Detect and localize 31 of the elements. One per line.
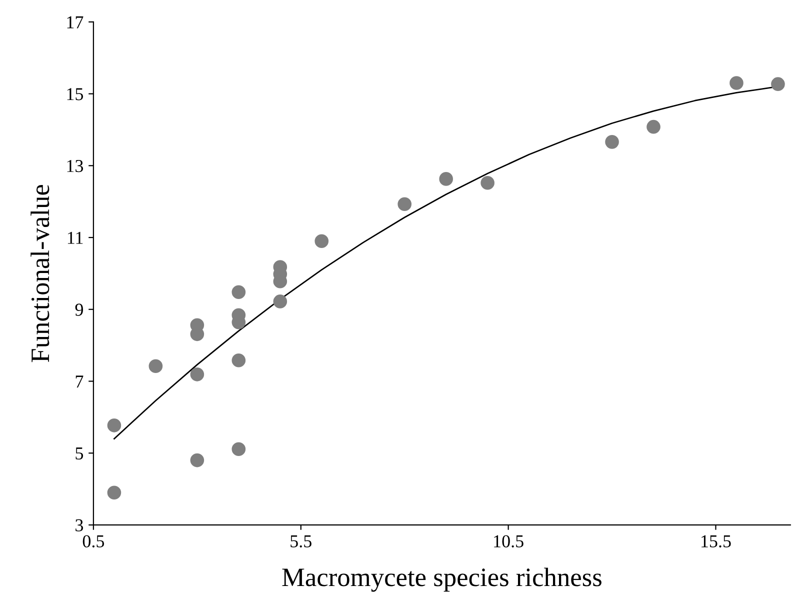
y-tick-label: 17 [67,16,84,28]
y-tick-label: 7 [76,376,84,388]
point [232,353,246,368]
point [107,418,122,432]
point [232,285,246,300]
point [480,176,494,190]
x-tick-label: 15.5 [702,535,731,548]
point [314,234,329,248]
point [439,172,453,186]
point [398,197,412,211]
y-axis-title: Functional-value [30,184,50,362]
point [190,368,204,382]
point [605,135,619,149]
y-tick-label: 9 [75,304,83,316]
point [190,453,204,468]
x-tick-label: 10.5 [494,535,524,548]
y-tick-label: 13 [67,160,84,172]
point [730,76,744,90]
x-axis-title: Macromycete species richness [282,568,602,592]
y-tick-label: 15 [67,88,84,100]
point [646,120,660,134]
y-tick-label: 5 [76,448,84,460]
point [273,294,288,308]
point [232,442,246,456]
point [771,77,785,91]
y-tick-label: 11 [68,232,83,244]
point [148,359,163,374]
x-tick-label: 5.5 [290,535,312,548]
x-tick-label: 0.5 [82,535,104,548]
y-tick-label: 3 [76,519,84,532]
point [107,486,122,500]
